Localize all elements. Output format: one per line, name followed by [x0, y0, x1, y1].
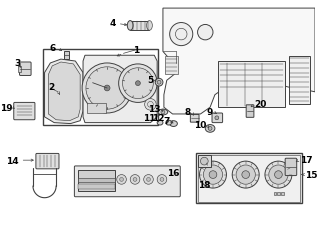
- Circle shape: [157, 81, 161, 85]
- Ellipse shape: [166, 121, 172, 126]
- Circle shape: [160, 178, 164, 182]
- Circle shape: [86, 67, 128, 110]
- Circle shape: [209, 171, 217, 179]
- Circle shape: [155, 79, 163, 87]
- Circle shape: [145, 99, 156, 111]
- Polygon shape: [48, 63, 80, 121]
- FancyBboxPatch shape: [212, 114, 223, 123]
- Circle shape: [119, 65, 157, 103]
- Text: 16: 16: [167, 168, 179, 177]
- Text: 15: 15: [305, 170, 318, 179]
- Polygon shape: [83, 56, 157, 123]
- Text: 18: 18: [197, 180, 210, 189]
- Text: 5: 5: [147, 76, 153, 84]
- Bar: [274, 192, 277, 195]
- FancyBboxPatch shape: [246, 105, 254, 118]
- Circle shape: [275, 171, 282, 179]
- Bar: [165, 57, 178, 74]
- Circle shape: [232, 161, 259, 188]
- FancyBboxPatch shape: [36, 154, 59, 169]
- Circle shape: [136, 81, 140, 86]
- FancyBboxPatch shape: [285, 158, 297, 176]
- Bar: [281, 192, 284, 195]
- Circle shape: [269, 165, 288, 184]
- Ellipse shape: [158, 110, 168, 115]
- Circle shape: [242, 171, 249, 179]
- Bar: [18, 67, 21, 72]
- Circle shape: [265, 161, 292, 188]
- Bar: [197, 156, 300, 202]
- Polygon shape: [163, 9, 315, 114]
- Circle shape: [133, 178, 137, 182]
- Ellipse shape: [170, 121, 177, 127]
- Circle shape: [236, 165, 255, 184]
- Polygon shape: [45, 60, 83, 124]
- Text: 7: 7: [163, 117, 170, 126]
- Circle shape: [146, 178, 151, 182]
- Text: 19: 19: [0, 103, 13, 112]
- Text: 20: 20: [254, 99, 267, 109]
- Bar: [78, 179, 115, 183]
- Bar: [43, 50, 158, 125]
- Circle shape: [200, 158, 208, 165]
- Ellipse shape: [205, 125, 215, 133]
- Bar: [130, 22, 150, 31]
- Text: 2: 2: [48, 82, 55, 91]
- Ellipse shape: [157, 121, 163, 126]
- Bar: [289, 57, 310, 105]
- Text: 3: 3: [15, 59, 21, 68]
- Bar: [196, 154, 301, 204]
- Circle shape: [170, 23, 193, 47]
- Text: 6: 6: [50, 44, 56, 53]
- Text: 12: 12: [152, 114, 165, 123]
- Circle shape: [144, 175, 153, 184]
- Circle shape: [157, 175, 167, 184]
- Bar: [78, 170, 115, 191]
- Text: 9: 9: [207, 107, 213, 116]
- Text: 1: 1: [133, 46, 139, 55]
- Bar: [218, 62, 285, 108]
- Circle shape: [104, 86, 110, 91]
- Circle shape: [117, 175, 126, 184]
- Text: 8: 8: [185, 107, 191, 116]
- Text: 11: 11: [143, 114, 155, 123]
- Bar: [197, 156, 211, 167]
- FancyBboxPatch shape: [14, 103, 35, 120]
- Text: 17: 17: [300, 155, 312, 164]
- Circle shape: [203, 165, 223, 184]
- Circle shape: [161, 111, 165, 114]
- Circle shape: [120, 178, 123, 182]
- Text: 10: 10: [194, 121, 206, 129]
- Text: 13: 13: [148, 104, 160, 113]
- Circle shape: [122, 69, 153, 99]
- Bar: [278, 192, 280, 195]
- Circle shape: [197, 25, 213, 41]
- Circle shape: [130, 175, 140, 184]
- Bar: [87, 104, 106, 114]
- FancyBboxPatch shape: [190, 115, 199, 123]
- Circle shape: [215, 116, 219, 120]
- Ellipse shape: [146, 22, 152, 31]
- FancyBboxPatch shape: [19, 63, 31, 76]
- Bar: [78, 184, 115, 189]
- Bar: [64, 52, 69, 60]
- Circle shape: [82, 64, 132, 114]
- FancyBboxPatch shape: [74, 166, 180, 197]
- Circle shape: [208, 127, 212, 131]
- Text: 4: 4: [109, 19, 116, 28]
- Ellipse shape: [127, 22, 133, 31]
- Text: 14: 14: [6, 156, 19, 165]
- Circle shape: [199, 161, 226, 188]
